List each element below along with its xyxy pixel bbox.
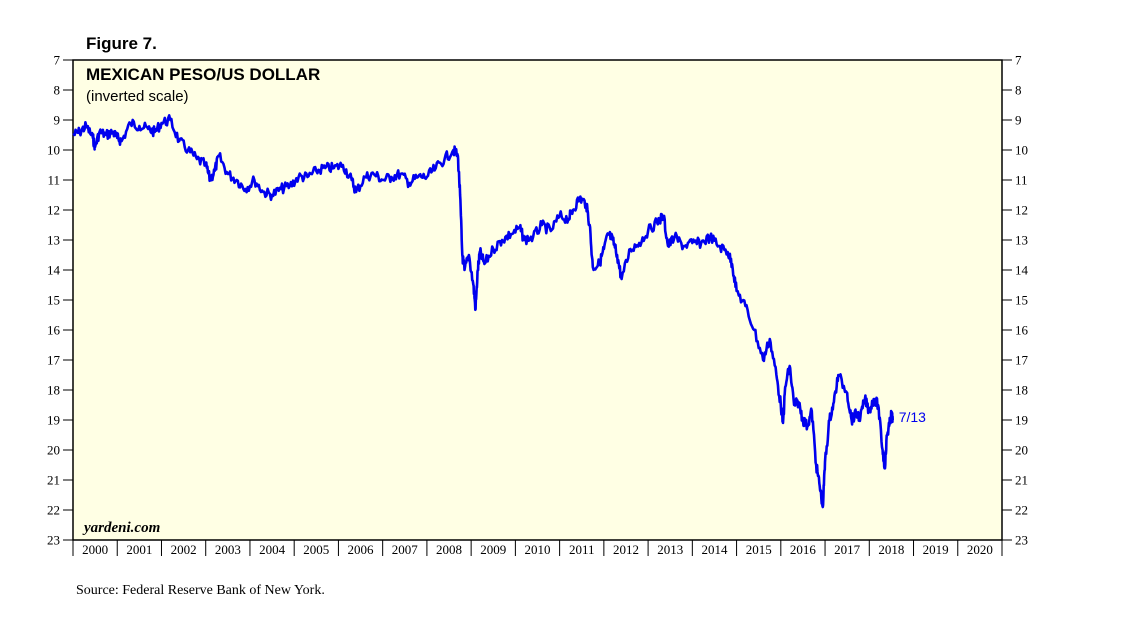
y-tick-label-left: 8 [54,83,61,98]
y-tick-label-left: 11 [47,173,60,188]
x-tick-label: 2007 [392,542,419,557]
y-tick-label-right: 19 [1015,413,1028,428]
y-tick-label-left: 12 [47,203,60,218]
x-tick-label: 2002 [171,542,197,557]
y-tick-label-left: 13 [47,233,60,248]
x-tick-label: 2015 [746,542,772,557]
y-tick-label-right: 21 [1015,473,1028,488]
y-tick-label-right: 14 [1015,263,1029,278]
x-tick-label: 2001 [126,542,152,557]
x-tick-label: 2000 [82,542,108,557]
figure-label: Figure 7. [86,34,157,53]
watermark: yardeni.com [82,520,160,536]
x-tick-label: 2012 [613,542,639,557]
y-tick-label-left: 21 [47,473,60,488]
chart-title: MEXICAN PESO/US DOLLAR [86,65,320,84]
chart-subtitle: (inverted scale) [86,88,189,105]
y-tick-label-left: 17 [47,353,61,368]
y-tick-label-right: 7 [1015,53,1022,68]
y-tick-label-right: 22 [1015,503,1028,518]
x-tick-label: 2018 [878,542,904,557]
y-tick-label-left: 15 [47,293,60,308]
y-tick-label-left: 7 [54,53,61,68]
x-tick-label: 2019 [923,542,949,557]
y-tick-label-right: 12 [1015,203,1028,218]
y-tick-label-right: 18 [1015,383,1028,398]
y-tick-label-left: 18 [47,383,60,398]
y-tick-label-left: 19 [47,413,60,428]
x-tick-label: 2011 [569,542,595,557]
source-note: Source: Federal Reserve Bank of New York… [76,583,325,598]
series-line [72,114,894,509]
y-tick-label-right: 16 [1015,323,1029,338]
x-tick-label: 2013 [657,542,683,557]
x-tick-label: 2004 [259,542,286,557]
y-tick-label-left: 9 [54,113,61,128]
x-tick-label: 2017 [834,542,861,557]
x-tick-label: 2009 [480,542,506,557]
x-tick-label: 2014 [701,542,728,557]
x-tick-label: 2006 [348,542,375,557]
plot-area [72,59,1003,541]
x-tick-label: 2020 [967,542,993,557]
y-tick-label-left: 23 [47,533,60,548]
y-tick-label-left: 22 [47,503,60,518]
y-tick-label-right: 10 [1015,143,1028,158]
x-tick-label: 2003 [215,542,241,557]
x-tick-label: 2005 [303,542,329,557]
x-tick-label: 2010 [525,542,551,557]
y-tick-label-right: 13 [1015,233,1028,248]
y-tick-label-right: 15 [1015,293,1028,308]
y-tick-label-right: 11 [1015,173,1028,188]
y-tick-label-left: 10 [47,143,60,158]
y-tick-label-right: 23 [1015,533,1028,548]
y-tick-label-right: 17 [1015,353,1029,368]
y-tick-label-right: 8 [1015,83,1022,98]
x-axis: 2000 2001 2002 2003 2004 2005 2006 2007 2008 2009… [72,540,1003,557]
y-tick-label-left: 20 [47,443,60,458]
x-tick-label: 2008 [436,542,462,557]
y-tick-label-right: 9 [1015,113,1022,128]
y-tick-label-right: 20 [1015,443,1028,458]
y-tick-label-left: 14 [47,263,61,278]
y-axis-left: 7 8 9 10 11 12 13 14 15 16 17 18 19 20 21 22 23 [47,53,73,548]
x-tick-label: 2016 [790,542,817,557]
y-axis-right: 7 8 9 10 11 12 13 14 15 16 17 18 19 20 21 22 23 [1002,53,1029,548]
y-tick-label-left: 16 [47,323,61,338]
latest-date-annotation: 7/13 [899,409,926,425]
